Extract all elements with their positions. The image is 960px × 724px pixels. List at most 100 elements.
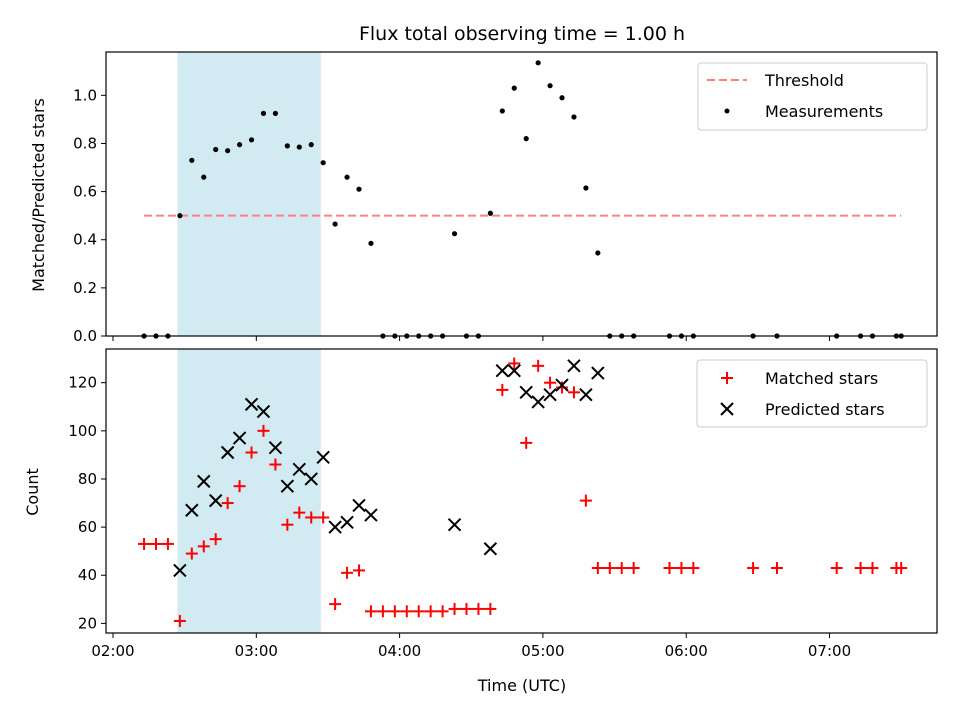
matched-point xyxy=(257,424,270,437)
chart-title: Flux total observing time = 1.00 h xyxy=(359,23,685,45)
measurement-point xyxy=(225,148,231,154)
matched-point xyxy=(436,605,449,618)
matched-point xyxy=(556,381,569,394)
predicted-point xyxy=(591,366,605,380)
predicted-point xyxy=(364,508,378,522)
y-tick-label: 0.6 xyxy=(73,183,97,201)
matched-point xyxy=(305,511,318,524)
predicted-point xyxy=(208,493,223,508)
predicted-point xyxy=(256,404,271,419)
y-tick-label: 60 xyxy=(78,518,97,536)
measurement-point xyxy=(356,186,362,192)
matched-point xyxy=(317,511,330,524)
predicted-point xyxy=(483,542,498,556)
predicted-point xyxy=(495,363,510,378)
matched-point xyxy=(364,605,377,618)
measurement-point xyxy=(284,143,290,149)
y-tick-label: 1.0 xyxy=(73,86,97,104)
predicted-legend-marker xyxy=(720,402,734,416)
matched-point xyxy=(269,458,282,471)
plot-frame xyxy=(105,348,938,634)
matched-point xyxy=(221,497,234,510)
measurement-point xyxy=(523,136,529,142)
matched-point xyxy=(687,562,700,575)
bottom-legend: Matched stars Predicted stars xyxy=(696,359,928,428)
plot-frame xyxy=(105,51,938,337)
measurement-point xyxy=(487,210,493,216)
measurements-legend-marker xyxy=(724,108,730,114)
matched-point xyxy=(233,480,246,493)
panel-bottom: 20 40 60 80 100 120 02:00 03:00 04:00 05:00 06:00 0… xyxy=(23,348,938,660)
panel-top: 0.0 0.2 0.4 0.6 0.8 1.0 Matched/Predicted sta… xyxy=(29,51,938,345)
matched-point xyxy=(603,562,616,575)
predicted-point xyxy=(220,445,235,460)
matched-point xyxy=(281,518,294,531)
x-tick-label: 03:00 xyxy=(235,642,278,660)
predicted-point xyxy=(519,385,533,400)
matched-point xyxy=(293,506,306,519)
matched-point xyxy=(770,562,783,575)
x-tick-label: 02:00 xyxy=(91,642,134,660)
bottom-ylabel: Count xyxy=(23,468,42,516)
y-tick-label: 20 xyxy=(78,614,97,632)
measurement-point xyxy=(320,160,326,166)
predicted-point xyxy=(173,563,187,578)
matched-point xyxy=(854,562,867,575)
y-tick-label: 80 xyxy=(78,470,97,488)
y-tick-label: 0.8 xyxy=(73,134,97,152)
predicted-point xyxy=(316,450,330,465)
threshold-legend-label: Threshold xyxy=(764,71,844,90)
matched-legend-marker xyxy=(721,372,733,384)
matched-point xyxy=(460,602,473,615)
matched-point xyxy=(615,562,628,575)
top-ylabel: Matched/Predicted stars xyxy=(29,98,48,292)
measurement-point xyxy=(189,157,195,163)
matched-point xyxy=(544,376,557,389)
measurement-point xyxy=(236,142,243,148)
measurement-point xyxy=(177,213,183,219)
matched-point xyxy=(245,446,258,459)
measurement-point xyxy=(213,146,219,153)
matched-point xyxy=(567,386,580,399)
predicted-point xyxy=(555,378,569,392)
predicted-point xyxy=(280,479,295,493)
predicted-point xyxy=(507,363,521,378)
y-tick-label: 0.0 xyxy=(73,327,97,345)
matched-point xyxy=(353,564,366,577)
matched-point xyxy=(508,357,521,370)
matched-point xyxy=(747,562,760,575)
measurement-point xyxy=(559,95,565,101)
predicted-legend-label: Predicted stars xyxy=(765,400,885,419)
measurement-point xyxy=(368,240,374,246)
predicted-point xyxy=(292,462,307,477)
top-plot-area: 0.0 0.2 0.4 0.6 0.8 1.0 xyxy=(73,51,938,345)
predicted-point xyxy=(579,388,593,402)
x-tick-label: 05:00 xyxy=(521,642,564,660)
observing-span-shade xyxy=(177,349,321,633)
y-tick-label: 40 xyxy=(78,566,97,584)
matched-point xyxy=(895,562,908,575)
y-tick-label: 120 xyxy=(68,374,97,392)
matched-point xyxy=(866,562,879,575)
predicted-point xyxy=(328,520,342,534)
predicted-point xyxy=(304,472,318,486)
matched-point xyxy=(532,359,545,372)
y-tick-label: 100 xyxy=(68,422,97,440)
matched-point xyxy=(830,562,843,575)
measurement-point xyxy=(201,174,207,180)
measurement-point xyxy=(511,85,517,91)
x-tick-label: 06:00 xyxy=(665,642,708,660)
measurement-point xyxy=(344,174,350,180)
predicted-point xyxy=(244,397,259,412)
predicted-point xyxy=(543,388,557,402)
observing-span-shade xyxy=(177,52,321,336)
top-legend-frame xyxy=(697,62,928,131)
y-tick-label: 0.2 xyxy=(73,279,97,297)
measurement-point xyxy=(547,83,553,89)
matched-point xyxy=(388,605,401,618)
x-tick-label: 04:00 xyxy=(378,642,421,660)
matched-point xyxy=(412,605,425,618)
measurement-point xyxy=(583,185,589,191)
predicted-point xyxy=(447,517,462,532)
